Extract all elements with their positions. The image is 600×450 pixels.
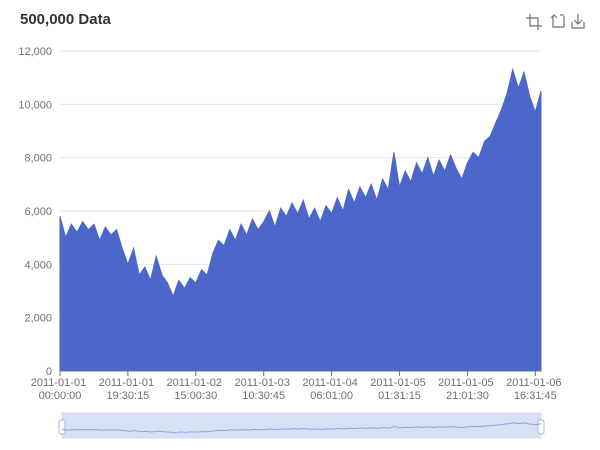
zoom-reset-button[interactable] xyxy=(550,14,565,28)
slider-handle[interactable] xyxy=(537,419,545,435)
slider-window[interactable] xyxy=(62,413,541,438)
slider-preview-line xyxy=(61,422,542,434)
x-tick-label: 2011-01-06 16:31:45 xyxy=(506,377,565,402)
x-tick-label: 2011-01-04 06:01:00 xyxy=(302,377,361,402)
x-tick-label: 2011-01-02 15:00:30 xyxy=(167,377,226,402)
data-zoom-slider[interactable] xyxy=(58,412,545,439)
zoom-button[interactable] xyxy=(526,14,542,30)
y-tick-label: 10,000 xyxy=(18,99,52,111)
x-tick-label: 2011-01-05 01:31:15 xyxy=(370,377,429,402)
y-tick-label: 12,000 xyxy=(18,46,52,58)
y-tick-label: 8,000 xyxy=(24,153,52,165)
x-tick-label: 2011-01-01 19:30:15 xyxy=(99,377,158,402)
toolbox[interactable] xyxy=(526,14,585,30)
area xyxy=(59,67,542,372)
y-tick-label: 6,000 xyxy=(24,206,52,218)
x-tick-label: 2011-01-01 00:00:00 xyxy=(31,377,90,402)
save-button[interactable] xyxy=(571,14,585,29)
y-tick-label: 0 xyxy=(46,366,52,378)
slider-handle[interactable] xyxy=(58,419,66,435)
chart-title: 500,000 Data xyxy=(20,11,112,28)
y-tick-label: 2,000 xyxy=(24,313,52,325)
x-tick-label: 2011-01-03 10:30:45 xyxy=(234,377,293,402)
x-tick-label: 2011-01-05 21:01:30 xyxy=(438,377,497,402)
y-tick-label: 4,000 xyxy=(24,259,52,271)
